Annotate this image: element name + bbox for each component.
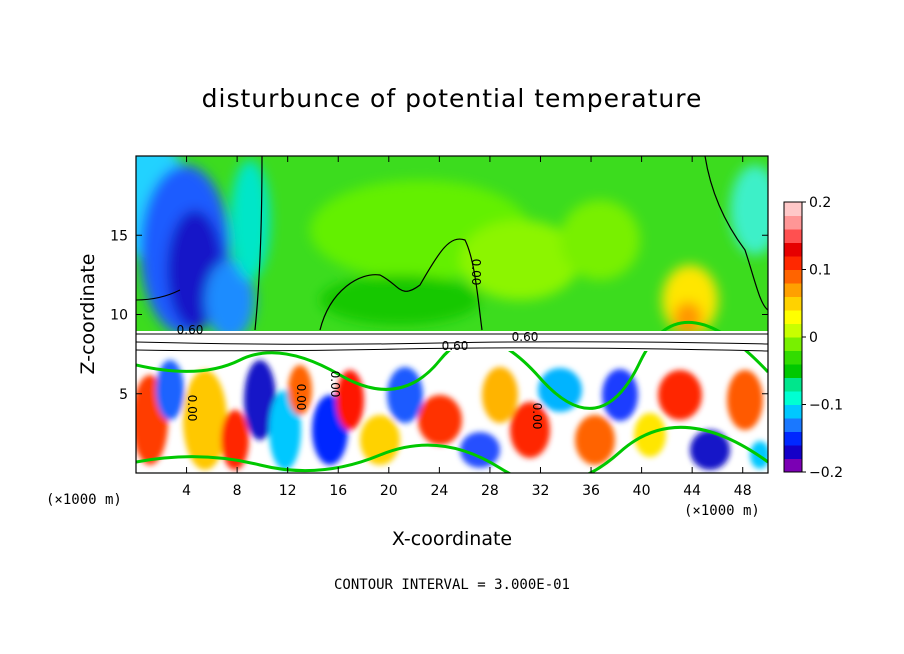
x-tick-label: 28: [481, 483, 499, 499]
y-axis-ticks: 5 10 15: [110, 228, 768, 403]
contour-label: 0.60: [512, 330, 539, 344]
y-tick-label: 5: [119, 387, 128, 403]
x-tick-label: 12: [279, 483, 297, 499]
colorbar-swatch: [784, 364, 802, 378]
x-tick-label: 40: [633, 483, 651, 499]
colorbar-tick-label: −0.1: [809, 398, 843, 414]
x-tick-label: 44: [683, 483, 701, 499]
colorbar-tick-label: 0: [809, 330, 818, 346]
colorbar-swatch: [784, 242, 802, 257]
x-tick-label: 8: [233, 483, 242, 499]
colorbar-swatch: [784, 458, 802, 473]
colorbar-tick-label: −0.2: [809, 465, 843, 481]
x-tick-label: 24: [430, 483, 448, 499]
x-axis-label: X-coordinate: [391, 528, 513, 550]
x-unit-left: (×1000 m): [46, 492, 122, 508]
colorbar-swatch: [784, 377, 802, 392]
contour-labels: 0.60 0.60 0.60 0.00 0.00 0.00 0.00 0.00: [177, 259, 544, 430]
colorbar-swatch: [784, 391, 802, 405]
contour-label: 0.00: [294, 384, 308, 411]
colorbar-swatch: [784, 431, 802, 446]
colorbar-swatch: [784, 256, 802, 270]
contour-label: 0.00: [530, 403, 544, 430]
colorbar-swatch: [784, 296, 802, 311]
x-tick-label: 20: [380, 483, 398, 499]
colorbar-swatch: [784, 283, 802, 297]
y-tick-label: 15: [110, 228, 128, 244]
colorbar-swatch: [784, 445, 802, 459]
colorbar-ticks: 0.2 0.1 0 −0.1 −0.2: [802, 195, 843, 481]
contour-label: 0.00: [328, 371, 342, 398]
contour-label: 0.60: [177, 323, 204, 337]
colorbar-swatch: [784, 350, 802, 365]
colorbar-tick-label: 0.1: [809, 263, 831, 279]
x-axis-ticks: 4 8 12 16 20 24 28 32 36 40 44 48: [182, 156, 752, 499]
colorbar-tick-label: 0.2: [809, 195, 831, 211]
contour-interval-note: CONTOUR INTERVAL = 3.000E-01: [333, 577, 570, 593]
y-tick-label: 10: [110, 308, 128, 324]
x-tick-label: 36: [582, 483, 600, 499]
colorbar-swatch: [784, 404, 802, 419]
colorbar-swatch: [784, 323, 802, 338]
x-unit-right: (×1000 m): [684, 503, 760, 519]
colorbar-swatch: [784, 337, 802, 351]
colorbar-swatch: [784, 229, 802, 243]
colorbar-swatch: [784, 310, 802, 324]
colorbar-swatch: [784, 269, 802, 284]
contour-label: 0.60: [442, 339, 469, 353]
x-tick-label: 32: [532, 483, 550, 499]
chart-title: disturbunce of potential temperature: [201, 84, 703, 113]
x-tick-label: 4: [182, 483, 191, 499]
contour-label: 0.00: [185, 395, 199, 422]
heatmap-field: [136, 156, 768, 473]
colorbar-swatch: [784, 418, 802, 432]
x-tick-label: 48: [734, 483, 752, 499]
colorbar: [784, 202, 802, 473]
x-tick-label: 16: [329, 483, 347, 499]
contour-label: 0.00: [469, 259, 483, 286]
colorbar-swatch: [784, 215, 802, 230]
colorbar-swatch: [784, 202, 802, 216]
